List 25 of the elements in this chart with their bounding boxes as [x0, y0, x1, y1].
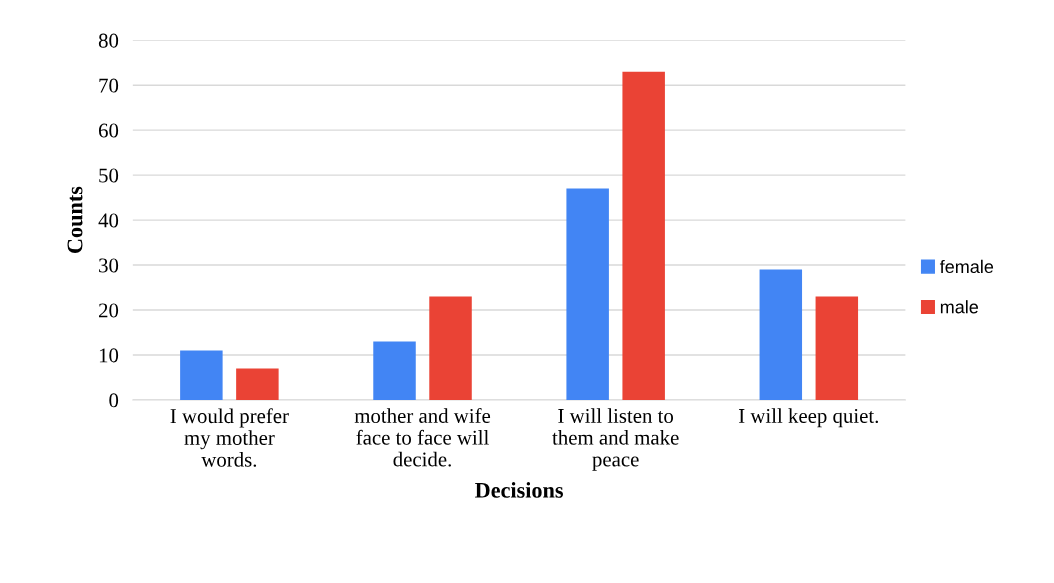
- y-tick-label: 70: [99, 78, 119, 93]
- y-tick-label: 30: [99, 258, 119, 273]
- bar: [622, 71, 665, 400]
- bar: [759, 269, 803, 400]
- bar: [566, 188, 609, 400]
- bar: [373, 341, 416, 400]
- bar: [236, 368, 279, 400]
- y-tick-label: 40: [98, 213, 119, 228]
- y-axis-title: Counts: [67, 186, 83, 253]
- y-tick-label: 10: [99, 348, 119, 363]
- bar: [815, 296, 859, 400]
- y-tick-label: 60: [98, 123, 119, 138]
- legend-label: male: [940, 300, 979, 314]
- x-tick-label: I would prefer my mother words.: [170, 408, 289, 467]
- y-tick-label: 80: [98, 33, 119, 48]
- x-axis-title: Decisions: [475, 482, 563, 498]
- legend-label: female: [939, 259, 994, 274]
- x-tick-label: I will keep quiet.: [738, 408, 879, 428]
- bar: [429, 296, 472, 400]
- x-tick-label: I will listen to them and make peace: [552, 408, 679, 471]
- y-tick-label: 20: [99, 303, 119, 318]
- bar: [180, 350, 223, 400]
- y-tick-label: 0: [109, 393, 119, 408]
- y-tick-label: 50: [99, 168, 119, 183]
- x-tick-label: mother and wife face to face will decide.: [354, 408, 491, 467]
